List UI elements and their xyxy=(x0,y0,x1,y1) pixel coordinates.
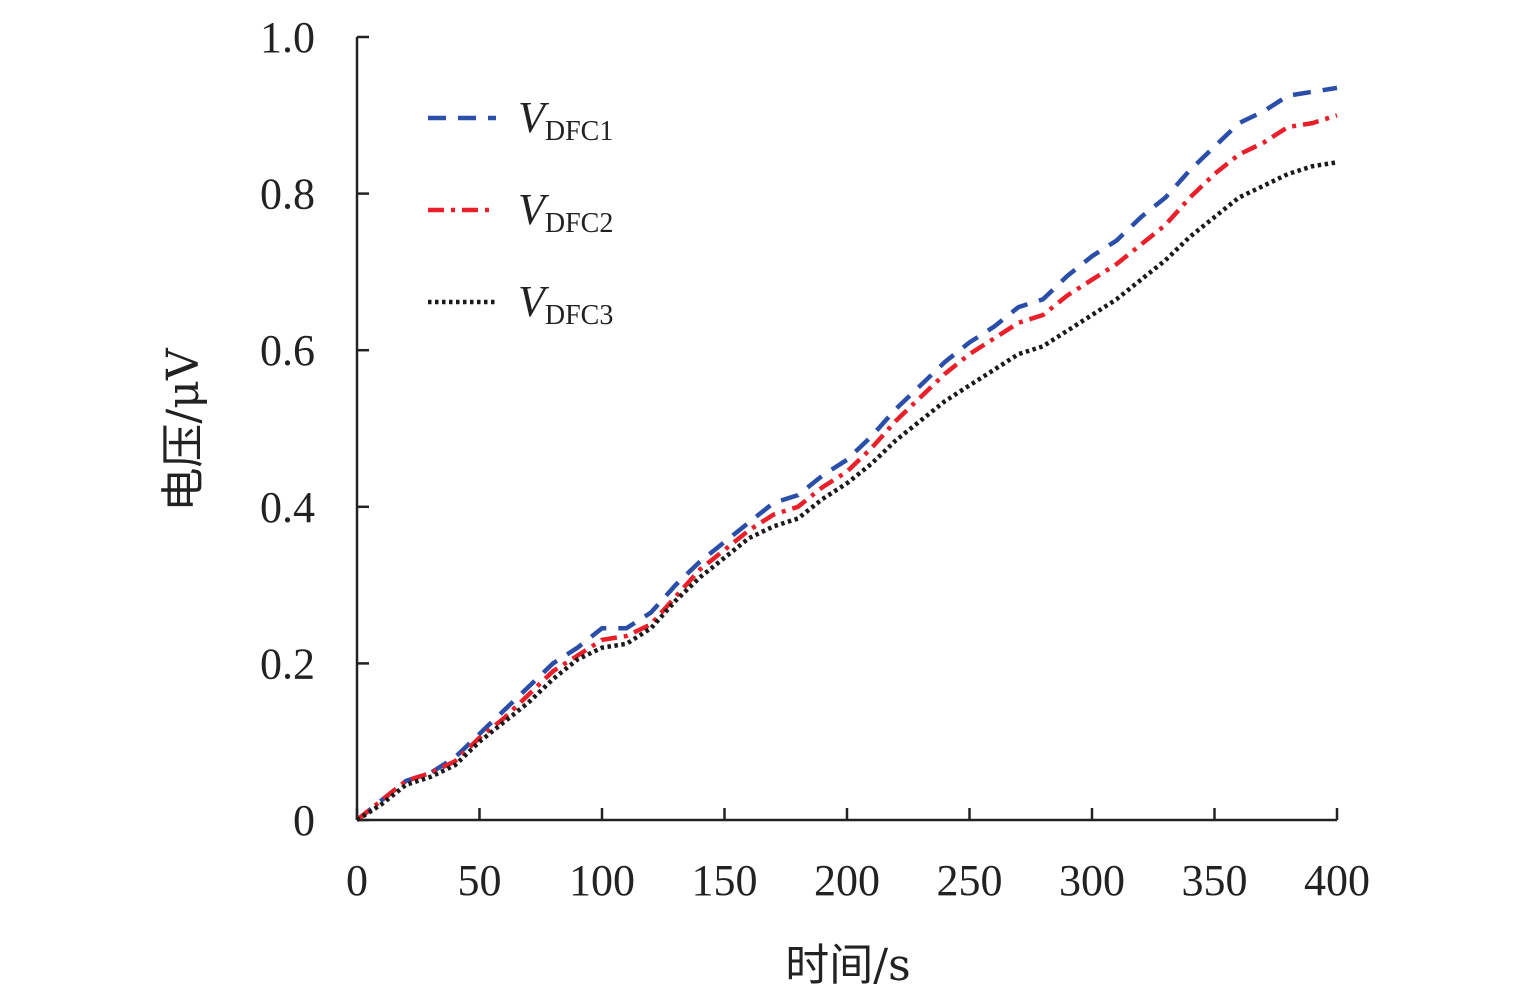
x-tick-label: 250 xyxy=(937,856,1003,905)
x-tick-label: 400 xyxy=(1304,856,1370,905)
x-tick-label: 0 xyxy=(346,856,368,905)
legend-label: VDFC1 xyxy=(518,93,613,147)
x-tick-label: 100 xyxy=(569,856,635,905)
legend-label: VDFC3 xyxy=(518,277,613,331)
x-axis-title: 时间/s xyxy=(785,940,910,991)
series-lines xyxy=(355,85,1338,822)
y-ticks: 0 0.2 0.4 0.6 0.8 1.0 xyxy=(260,13,369,845)
x-tick-label: 350 xyxy=(1182,856,1248,905)
x-ticks: 0 50 100 150 200 250 300 350 400 xyxy=(346,808,1370,905)
y-tick-label: 0.2 xyxy=(260,639,315,688)
axes xyxy=(355,37,1337,822)
legend: VDFC1 VDFC2 VDFC3 xyxy=(428,93,613,331)
y-tick-label: 0.4 xyxy=(260,483,315,532)
y-tick-label: 0 xyxy=(293,796,315,845)
legend-item-dfc1: VDFC1 xyxy=(428,93,613,147)
y-axis-title: 电压/μV xyxy=(158,347,209,511)
series-line-dfc1 xyxy=(355,85,1338,822)
legend-label: VDFC2 xyxy=(518,185,613,239)
x-tick-label: 50 xyxy=(458,856,502,905)
legend-item-dfc3: VDFC3 xyxy=(428,277,613,331)
series-line-dfc2 xyxy=(355,113,1338,822)
x-tick-label: 200 xyxy=(814,856,880,905)
y-tick-label: 1.0 xyxy=(260,13,315,62)
series-line-dfc3 xyxy=(355,160,1338,822)
y-tick-label: 0.6 xyxy=(260,326,315,375)
x-tick-label: 150 xyxy=(692,856,758,905)
y-tick-label: 0.8 xyxy=(260,170,315,219)
x-tick-label: 300 xyxy=(1059,856,1125,905)
legend-item-dfc2: VDFC2 xyxy=(428,185,613,239)
